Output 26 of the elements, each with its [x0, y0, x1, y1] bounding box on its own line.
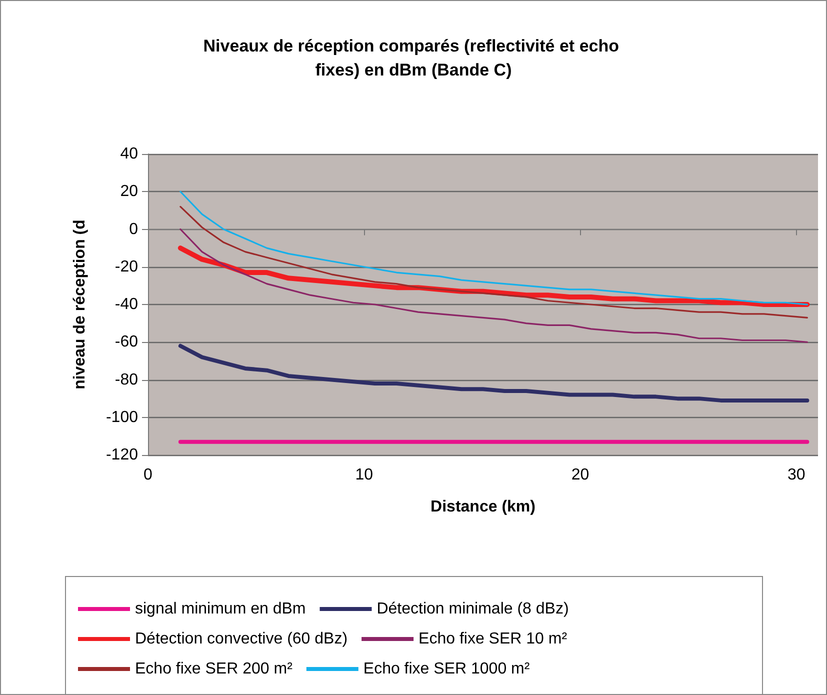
legend-label: Détection convective (60 dBz) [135, 630, 348, 648]
y-tick-label: -60 [114, 334, 138, 351]
legend-label: Détection minimale (8 dBz) [376, 600, 569, 618]
y-tick-label: -120 [106, 446, 138, 464]
y-axis-title: niveau de réception (d [72, 220, 88, 390]
y-tick-label: -80 [114, 371, 138, 388]
legend-label: Echo fixe SER 10 m² [418, 630, 568, 648]
line-series [178, 344, 810, 402]
y-tick-label: -100 [106, 408, 138, 426]
legend-label: Echo fixe SER 1000 m² [363, 660, 530, 678]
line-series [180, 190, 808, 306]
x-axis-title: Distance (km) [430, 498, 536, 516]
x-tick-label: 20 [571, 466, 590, 484]
y-tick-label: -20 [114, 258, 138, 276]
y-tick-label: 40 [120, 146, 138, 162]
y-tick-label: 0 [129, 220, 138, 238]
chart-title: Niveaux de réception comparés (reflectivité et echo fixes) en dBm (Bande C) [203, 36, 624, 80]
y-tick-label: 20 [120, 183, 138, 200]
x-tick-label: 30 [787, 466, 806, 484]
legend-label: signal minimum en dBm [135, 600, 306, 618]
x-tick-label: 10 [355, 466, 374, 484]
line-series [180, 228, 808, 343]
legend-label: Echo fixe SER 200 m² [135, 660, 294, 678]
y-tick-label: -40 [114, 296, 138, 313]
x-tick-label: 0 [144, 466, 153, 484]
line-series [180, 206, 808, 318]
